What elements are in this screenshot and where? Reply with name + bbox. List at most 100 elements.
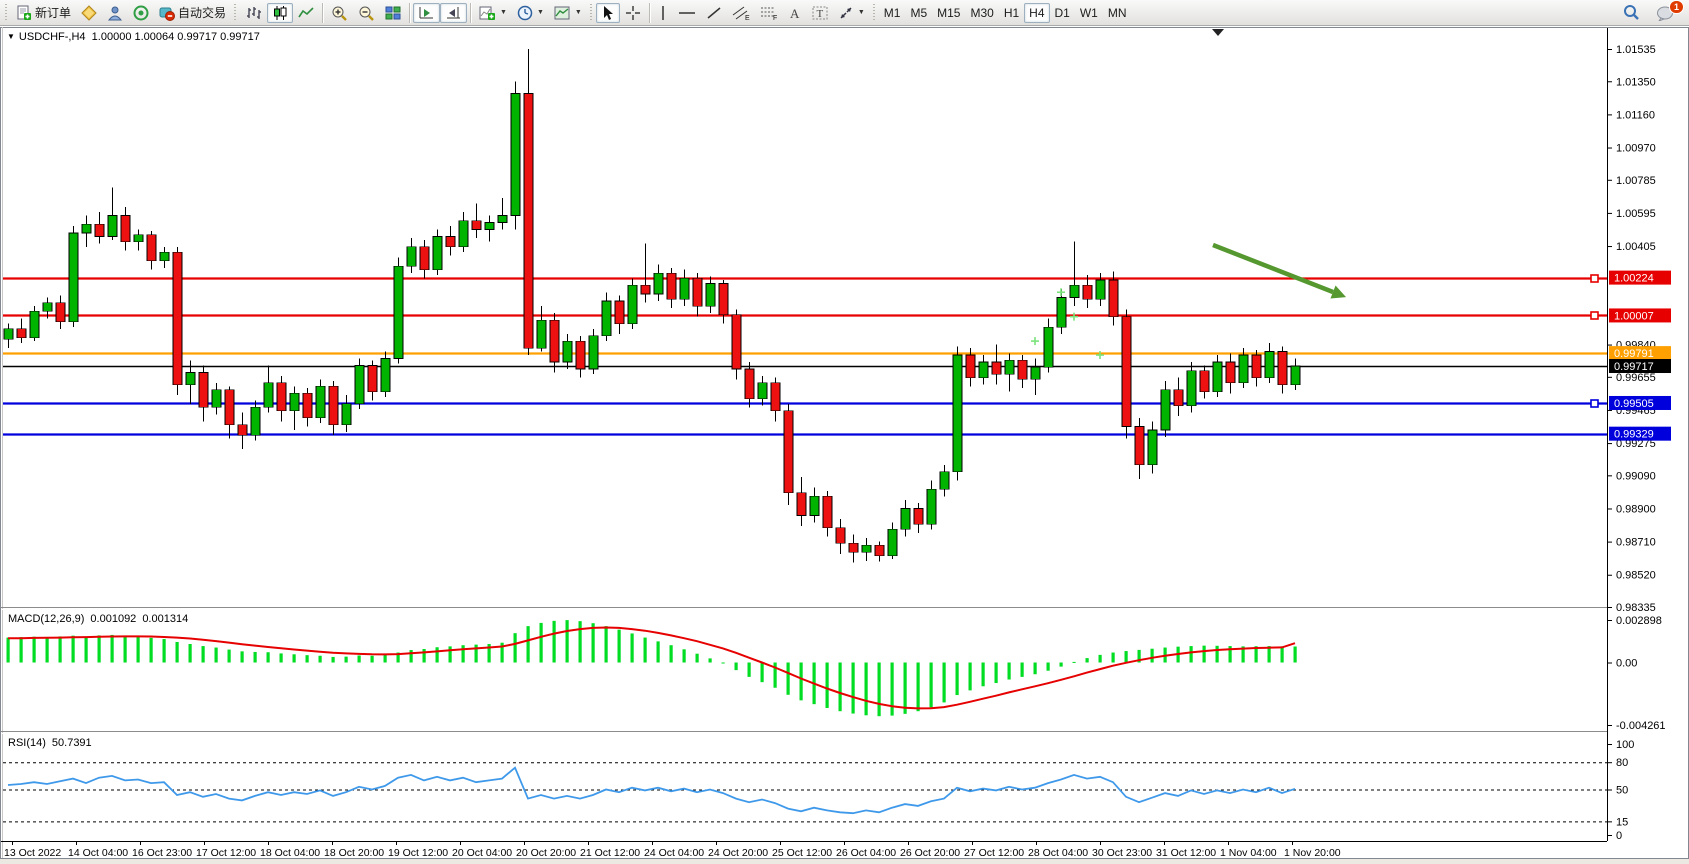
time-tick-label: 13 Oct 2022 xyxy=(4,847,61,859)
price-tick-label: 1.00785 xyxy=(1616,175,1656,187)
price-axis[interactable]: 1.01535 1.01350 1.01160 1.00970 1.00785 1.005… xyxy=(1607,28,1671,842)
crosshair-button[interactable] xyxy=(620,3,646,23)
macd-tick-label: 0.00 xyxy=(1616,658,1637,670)
timeframe-h1[interactable]: H1 xyxy=(1003,5,1020,20)
bull-candle-body xyxy=(588,335,599,370)
bull-candle-body xyxy=(211,389,222,408)
macd-histogram-bar xyxy=(1007,662,1011,680)
candle xyxy=(94,212,105,244)
bear-candle-body xyxy=(1121,316,1132,427)
candle xyxy=(965,348,976,387)
chart-shift-marker[interactable] xyxy=(1212,29,1224,36)
macd-signal-line xyxy=(7,626,1296,710)
timeframe-m5[interactable]: M5 xyxy=(910,5,928,20)
price-tick-label: 1.01350 xyxy=(1616,76,1656,88)
broadcast-icon xyxy=(133,5,149,21)
fibonacci-button[interactable]: F xyxy=(755,3,783,23)
rsi-tick-label: 50 xyxy=(1616,785,1628,797)
bull-candle-body xyxy=(601,300,612,337)
macd-histogram-bar xyxy=(552,620,556,663)
macd-histogram-bar xyxy=(162,639,166,663)
candle xyxy=(68,225,79,328)
time-tick-label: 31 Oct 12:00 xyxy=(1156,847,1216,859)
candle xyxy=(1186,362,1197,413)
tile-windows-button[interactable] xyxy=(380,3,406,23)
bear-candle-body xyxy=(1277,351,1288,385)
indicators-button[interactable]: ▼ xyxy=(474,3,512,23)
macd-histogram-bar xyxy=(994,662,998,684)
search-button[interactable] xyxy=(1618,3,1645,23)
bull-candle-body xyxy=(978,361,989,378)
broadcast-button[interactable] xyxy=(128,3,154,23)
new-order-button[interactable]: 新订单 xyxy=(11,3,76,23)
toolbar-drag-handle[interactable] xyxy=(588,3,594,22)
line-handle[interactable] xyxy=(1590,399,1599,408)
indicators-icon xyxy=(479,6,496,20)
bull-candle-body xyxy=(107,215,118,237)
macd-histogram-bar xyxy=(357,655,361,663)
chart-shift-icon xyxy=(447,6,461,18)
line-chart-button[interactable] xyxy=(293,3,319,23)
bull-candle-body xyxy=(926,488,937,525)
bull-candle-body xyxy=(380,358,391,392)
macd-histogram-bar xyxy=(149,637,153,663)
macd-histogram-bar xyxy=(6,637,10,663)
bull-candle-body xyxy=(42,302,53,312)
line-handle[interactable] xyxy=(1590,274,1599,283)
candle xyxy=(705,276,716,314)
rsi-line xyxy=(7,766,1296,815)
bear-candle-body xyxy=(692,278,703,307)
candlestick-chart-button[interactable] xyxy=(267,2,294,23)
toolbar-drag-handle[interactable] xyxy=(233,3,239,22)
chart-menu-icon[interactable]: ▼ xyxy=(7,32,15,41)
navigator-button[interactable] xyxy=(102,3,128,23)
macd-histogram-bar xyxy=(1293,646,1297,663)
bear-candle-body xyxy=(237,424,248,436)
cursor-button[interactable] xyxy=(595,2,620,23)
autotrading-button[interactable]: 自动交易 xyxy=(154,3,231,23)
timeframe-w1[interactable]: W1 xyxy=(1079,5,1098,20)
periods-button[interactable]: ▼ xyxy=(512,3,549,23)
timeframe-h4[interactable]: H4 xyxy=(1024,2,1050,23)
arrows-tool-button[interactable]: ▼ xyxy=(833,3,870,23)
trend-arrow-head[interactable] xyxy=(1330,285,1347,299)
timeframe-m15[interactable]: M15 xyxy=(937,5,961,20)
templates-button[interactable]: ▼ xyxy=(549,3,587,23)
toolbar-drag-handle[interactable] xyxy=(4,3,9,22)
timeframe-m1[interactable]: M1 xyxy=(883,5,901,20)
auto-scroll-button[interactable] xyxy=(413,2,441,23)
horizontal-line-button[interactable] xyxy=(673,3,701,23)
bear-candle-body xyxy=(224,389,235,426)
bull-candle-body xyxy=(185,372,196,385)
candle xyxy=(939,464,950,497)
bar-chart-button[interactable] xyxy=(240,3,267,23)
chart-shift-button[interactable] xyxy=(440,2,468,23)
zoom-in-icon xyxy=(332,6,347,21)
notifications-button[interactable]: 1 xyxy=(1651,0,1684,23)
timeframe-mn[interactable]: MN xyxy=(1107,5,1127,20)
equidistant-channel-button[interactable]: E xyxy=(727,3,755,23)
zoom-out-button[interactable] xyxy=(353,3,380,23)
trend-arrow-line[interactable] xyxy=(1212,242,1334,295)
timeframe-d1[interactable]: D1 xyxy=(1054,5,1070,20)
macd-histogram-bar xyxy=(539,622,543,663)
bear-candle-body xyxy=(1017,359,1028,380)
line-handle[interactable] xyxy=(1590,311,1599,320)
trendline-button[interactable] xyxy=(701,3,727,23)
zoom-in-button[interactable] xyxy=(326,3,353,23)
text-label-button[interactable]: T xyxy=(807,3,833,23)
timeframe-m30[interactable]: M30 xyxy=(970,5,994,20)
toolbar-drag-handle[interactable] xyxy=(871,3,877,22)
time-axis[interactable]: 13 Oct 2022 14 Oct 04:00 16 Oct 23:00 17 Oc… xyxy=(1,841,1607,859)
candle xyxy=(341,395,352,432)
candle xyxy=(627,278,638,329)
market-watch-button[interactable] xyxy=(76,3,102,23)
candle xyxy=(744,362,755,408)
vertical-line-button[interactable] xyxy=(653,3,673,23)
bull-candle-body xyxy=(939,471,950,490)
candle xyxy=(861,538,872,561)
chart-title[interactable]: ▼ USDCHF-,H4 1.00000 1.00064 0.99717 0.99… xyxy=(7,31,260,43)
market-watch-icon xyxy=(81,4,97,21)
fibonacci-icon: F xyxy=(760,7,777,21)
text-button[interactable]: A xyxy=(783,3,807,23)
